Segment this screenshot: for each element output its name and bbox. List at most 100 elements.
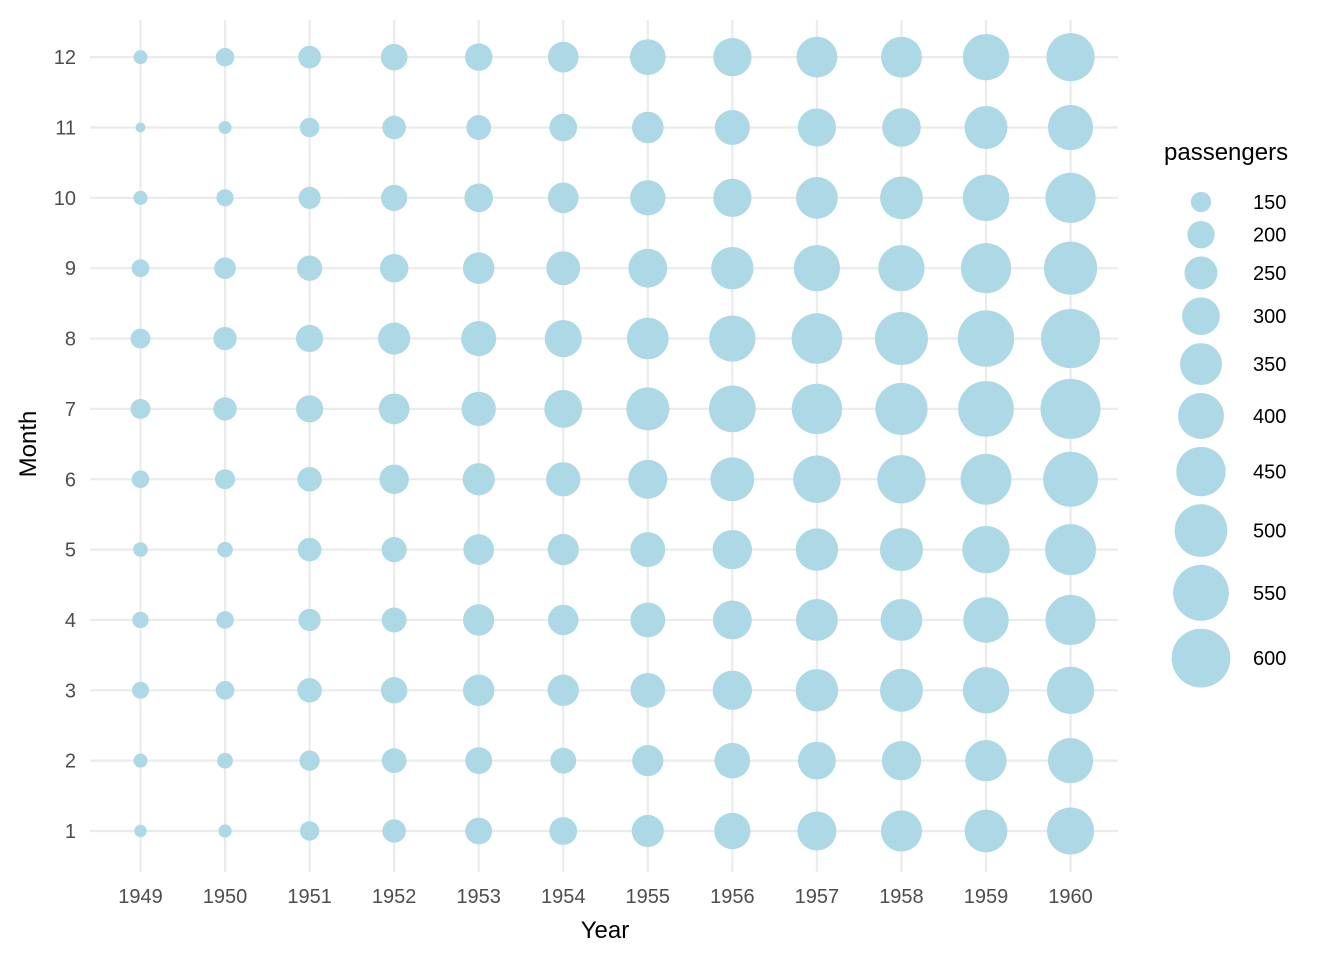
point-1954-7	[544, 389, 583, 428]
point-1952-7	[378, 393, 410, 425]
point-1951-4	[298, 608, 321, 632]
point-1960-12	[1046, 33, 1095, 82]
point-1957-5	[795, 528, 839, 571]
point-1952-10	[381, 184, 408, 211]
point-1949-8	[130, 328, 151, 349]
point-1958-9	[878, 245, 925, 292]
point-1950-7	[213, 397, 237, 421]
point-1950-6	[215, 469, 236, 490]
point-1957-2	[797, 741, 836, 780]
point-1950-5	[217, 541, 233, 558]
point-1953-1	[465, 817, 493, 845]
point-1956-2	[714, 742, 751, 779]
y-tick-label-9: 9	[65, 258, 76, 280]
y-tick-label-11: 11	[55, 118, 76, 140]
point-1959-5	[962, 525, 1010, 574]
point-1952-5	[381, 537, 407, 563]
point-1955-6	[628, 459, 668, 499]
point-1956-3	[712, 670, 752, 710]
point-1949-7	[130, 398, 151, 419]
point-1954-12	[547, 41, 579, 73]
x-tick-label-1952: 1952	[372, 886, 417, 908]
point-1954-2	[550, 747, 577, 774]
point-1953-9	[462, 252, 495, 284]
point-1957-8	[791, 313, 843, 364]
point-1959-11	[964, 106, 1008, 149]
point-1951-11	[299, 117, 320, 138]
x-tick-label-1957: 1957	[795, 886, 840, 908]
legend-key-300	[1182, 297, 1220, 336]
point-1957-1	[797, 811, 837, 851]
point-1958-12	[880, 36, 922, 78]
point-1951-9	[296, 255, 323, 281]
legend-key-250	[1184, 256, 1218, 290]
point-1959-3	[962, 667, 1010, 714]
point-1960-11	[1048, 104, 1094, 151]
y-tick-label-12: 12	[54, 47, 76, 69]
point-1949-6	[131, 470, 150, 489]
point-1955-4	[630, 602, 666, 638]
point-1952-11	[382, 115, 406, 140]
legend-label-250: 250	[1253, 263, 1286, 285]
point-1956-1	[714, 812, 751, 850]
legend-label-550: 550	[1253, 583, 1286, 605]
point-1949-10	[133, 190, 148, 205]
point-1959-8	[957, 310, 1015, 367]
x-tick-label-1950: 1950	[203, 886, 248, 908]
point-1956-7	[708, 385, 756, 433]
point-1960-5	[1045, 524, 1096, 576]
point-1951-1	[299, 821, 320, 841]
data-points	[130, 33, 1101, 855]
point-1960-8	[1041, 309, 1101, 369]
point-1949-4	[132, 611, 149, 629]
point-1954-5	[547, 533, 579, 566]
point-1949-5	[133, 542, 148, 557]
point-1959-10	[962, 174, 1010, 222]
point-1953-12	[464, 43, 493, 71]
point-1950-10	[216, 189, 234, 207]
point-1956-10	[713, 178, 752, 217]
point-1952-2	[381, 748, 407, 774]
point-1952-12	[380, 43, 408, 71]
point-1953-3	[462, 674, 495, 707]
point-1953-7	[461, 391, 496, 427]
x-tick-label-1958: 1958	[879, 886, 924, 908]
x-tick-label-1949: 1949	[118, 886, 163, 908]
x-tick-label-1955: 1955	[626, 886, 671, 908]
point-1951-5	[297, 537, 322, 562]
legend-key-500	[1174, 504, 1228, 557]
x-axis-ticks: 1949 1950 1951 1952 1953 1954 1955 1956 1957 1958…	[118, 886, 1093, 908]
point-1958-2	[881, 740, 922, 781]
point-1957-12	[796, 36, 838, 78]
legend-key-550	[1173, 564, 1229, 621]
point-1952-3	[380, 677, 408, 704]
y-tick-label-3: 3	[65, 680, 76, 702]
point-1959-12	[962, 34, 1010, 81]
point-1949-2	[133, 753, 148, 768]
point-1960-4	[1045, 594, 1096, 646]
point-1953-10	[464, 183, 494, 213]
point-1950-4	[216, 611, 234, 629]
size-legend: passengers 150 200 250 300 350 400 450 500 550 60…	[1164, 139, 1288, 688]
point-1954-10	[547, 182, 579, 214]
x-tick-label-1959: 1959	[964, 886, 1009, 908]
legend-label-150: 150	[1253, 192, 1286, 214]
point-1959-4	[963, 597, 1009, 643]
legend-label-400: 400	[1253, 406, 1286, 428]
point-1950-11	[218, 121, 232, 134]
point-1958-4	[880, 599, 923, 641]
point-1953-5	[463, 534, 495, 565]
point-1959-7	[958, 381, 1014, 437]
x-tick-label-1960: 1960	[1048, 886, 1093, 908]
point-1949-11	[135, 122, 146, 133]
point-1960-2	[1047, 738, 1094, 784]
point-1952-4	[381, 607, 407, 633]
point-1953-6	[462, 463, 495, 496]
point-1958-10	[880, 176, 923, 220]
point-1954-9	[546, 251, 581, 286]
y-tick-label-5: 5	[65, 540, 76, 562]
point-1953-2	[465, 747, 493, 775]
point-1953-8	[461, 320, 497, 357]
